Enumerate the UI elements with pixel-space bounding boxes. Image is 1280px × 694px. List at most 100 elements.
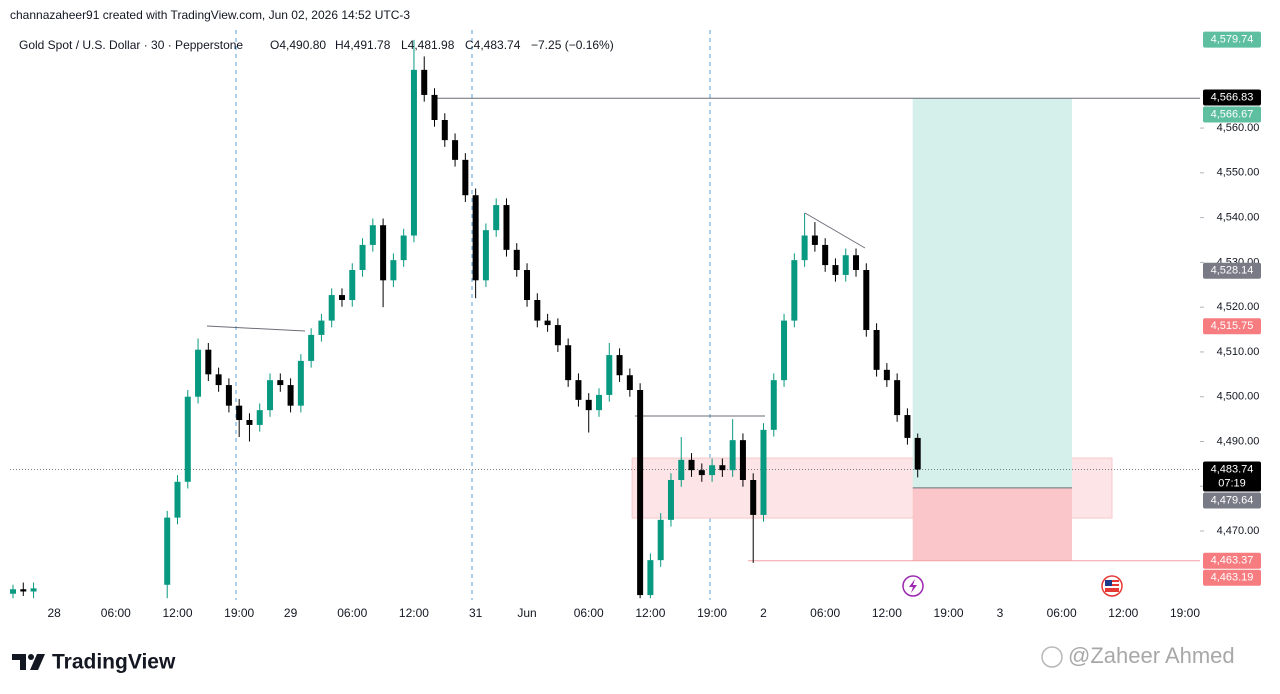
candle-body: [452, 140, 459, 160]
candle-body: [267, 380, 274, 411]
y-tick-label: 4,550.00: [1217, 167, 1260, 179]
y-tick-label: 4,500.00: [1217, 391, 1260, 403]
watermark: @Zaheer Ahmed: [1068, 643, 1235, 668]
logo-part: [30, 654, 45, 670]
candle-body: [657, 519, 664, 561]
price-label-box: [1203, 569, 1261, 586]
candle-body: [760, 429, 767, 515]
candle-body: [524, 270, 531, 300]
x-tick-label: 06:00: [101, 606, 131, 620]
y-tick-label: 4,510.00: [1217, 346, 1260, 358]
candle-body: [308, 334, 315, 361]
candle-body: [781, 320, 788, 381]
y-tick-label: 4,490.00: [1217, 435, 1260, 447]
candle-body: [390, 260, 397, 281]
candle-body: [287, 385, 294, 406]
candle-body: [205, 349, 212, 375]
x-tick-label: 12:00: [1108, 606, 1138, 620]
candle-body: [914, 437, 921, 470]
candle-body: [338, 295, 345, 300]
x-tick-label: 19:00: [697, 606, 727, 620]
candle-body: [606, 355, 613, 395]
price-label-box: [1203, 552, 1261, 569]
trend-line: [804, 212, 866, 249]
candle-body: [297, 360, 304, 406]
candle-body: [585, 399, 592, 411]
lightning: [909, 579, 917, 593]
logo-part: [28, 654, 34, 660]
price-label: 4,515.75: [1211, 320, 1254, 332]
candle-body: [698, 470, 705, 476]
candle-body: [328, 295, 335, 321]
y-tick-label: 4,540.00: [1217, 212, 1260, 224]
candle-body: [380, 225, 387, 281]
candle-body: [462, 159, 469, 196]
x-tick-label: 06:00: [810, 606, 840, 620]
candle-body: [729, 440, 736, 471]
candle-body: [688, 459, 695, 471]
candle-body: [853, 255, 860, 270]
stop-area: [912, 487, 1072, 561]
logo-part: [12, 654, 26, 670]
watermark-group: @Zaheer Ahmed: [1041, 643, 1235, 668]
candle-body: [164, 517, 171, 585]
x-tick-label: 12:00: [872, 606, 902, 620]
candle-body: [904, 415, 911, 438]
x-tick-label: 12:00: [635, 606, 665, 620]
y-tick-label: 4,560.00: [1217, 122, 1260, 134]
price-label-box: [1203, 106, 1261, 123]
candle-body: [647, 560, 654, 596]
candle-body: [246, 420, 253, 425]
y-tick-label: 4,470.00: [1217, 525, 1260, 537]
candle-body: [750, 480, 757, 515]
symbol: Gold Spot / U.S. Dollar · 30 · Peppersto…: [19, 38, 243, 52]
candle-body: [842, 255, 849, 275]
candle-body: [811, 235, 818, 245]
x-tick-label: 19:00: [934, 606, 964, 620]
credit: channazaheer91 created with TradingView.…: [10, 8, 410, 22]
price-label: 4,479.64: [1211, 494, 1254, 506]
candle-body: [215, 374, 222, 386]
candle-body: [863, 270, 870, 330]
candle-body: [472, 195, 479, 281]
candle-body: [575, 380, 582, 400]
x-tick-label: 31: [469, 606, 483, 620]
x-tick-label: 19:00: [224, 606, 254, 620]
candle-body: [421, 69, 428, 95]
price-label: 4,566.83: [1211, 91, 1254, 103]
x-tick-label: 12:00: [399, 606, 429, 620]
candle-body: [626, 375, 633, 390]
x-tick-label: 06:00: [1047, 606, 1077, 620]
price-label: 4,463.19: [1211, 572, 1254, 584]
event-icons: [902, 575, 1123, 597]
candle-body: [225, 385, 232, 406]
candle-body: [544, 320, 551, 326]
flag-stripe: [1105, 586, 1119, 588]
x-tick-label: 12:00: [162, 606, 192, 620]
candle-body: [770, 380, 777, 430]
candle-body: [565, 345, 572, 381]
candle-body: [503, 205, 510, 250]
price-label-box: [1203, 89, 1261, 106]
ohlc-close: C4,483.74: [465, 38, 521, 52]
trend-lines: [206, 212, 866, 417]
price-label: 4,528.14: [1211, 265, 1254, 277]
candle-body: [359, 244, 366, 270]
ohlc-high: H4,491.78: [335, 38, 391, 52]
candle-body: [801, 235, 808, 261]
ohlc-open: O4,490.80: [270, 38, 326, 52]
candle-body: [400, 235, 407, 261]
candle-body: [791, 260, 798, 321]
ohlc-change: −7.25 (−0.16%): [531, 38, 614, 52]
brand: TradingView: [12, 651, 176, 674]
candle-body: [482, 230, 489, 281]
candle-body: [174, 481, 181, 518]
x-tick-label: 19:00: [1170, 606, 1200, 620]
candle-body: [10, 589, 16, 594]
candle-body: [596, 394, 602, 411]
candle-body: [822, 244, 829, 266]
price-label: 4,483.74: [1211, 463, 1254, 475]
price-label-box: [1203, 492, 1261, 509]
price-label-box: [1203, 318, 1261, 335]
candle-body: [534, 300, 541, 321]
